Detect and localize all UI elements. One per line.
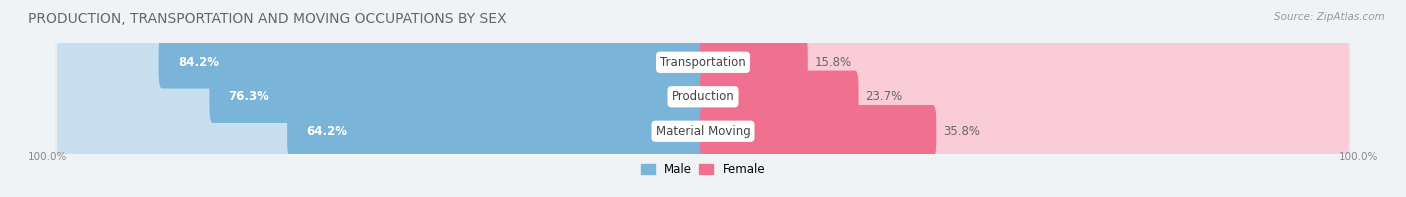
FancyBboxPatch shape [700,71,859,123]
Text: Transportation: Transportation [661,56,745,69]
FancyBboxPatch shape [159,36,706,88]
Text: 84.2%: 84.2% [179,56,219,69]
FancyBboxPatch shape [55,93,1351,169]
Text: 35.8%: 35.8% [943,125,980,138]
Text: 64.2%: 64.2% [307,125,347,138]
Text: Source: ZipAtlas.com: Source: ZipAtlas.com [1274,12,1385,22]
FancyBboxPatch shape [700,105,936,157]
Text: 15.8%: 15.8% [814,56,851,69]
FancyBboxPatch shape [58,105,706,157]
Text: 23.7%: 23.7% [865,90,903,103]
FancyBboxPatch shape [209,71,706,123]
Legend: Male, Female: Male, Female [636,158,770,181]
Text: PRODUCTION, TRANSPORTATION AND MOVING OCCUPATIONS BY SEX: PRODUCTION, TRANSPORTATION AND MOVING OC… [28,12,506,26]
FancyBboxPatch shape [700,36,1348,88]
FancyBboxPatch shape [55,24,1351,100]
Text: 100.0%: 100.0% [28,152,67,162]
Text: 100.0%: 100.0% [1339,152,1378,162]
FancyBboxPatch shape [287,105,706,157]
FancyBboxPatch shape [700,71,1348,123]
Text: Production: Production [672,90,734,103]
FancyBboxPatch shape [58,71,706,123]
FancyBboxPatch shape [700,36,808,88]
FancyBboxPatch shape [58,36,706,88]
Text: 76.3%: 76.3% [229,90,270,103]
FancyBboxPatch shape [55,59,1351,135]
Text: Material Moving: Material Moving [655,125,751,138]
FancyBboxPatch shape [700,105,1348,157]
